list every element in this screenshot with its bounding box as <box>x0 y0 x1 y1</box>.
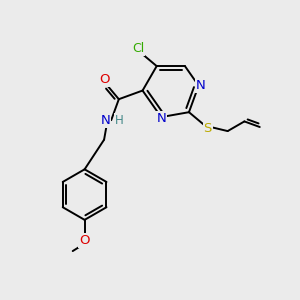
Text: S: S <box>204 122 212 135</box>
Text: O: O <box>80 234 90 247</box>
Text: H: H <box>115 114 124 127</box>
Text: N: N <box>156 112 166 125</box>
Text: N: N <box>100 114 110 127</box>
Text: Cl: Cl <box>132 42 144 55</box>
Text: N: N <box>196 79 206 92</box>
Text: O: O <box>100 74 110 86</box>
